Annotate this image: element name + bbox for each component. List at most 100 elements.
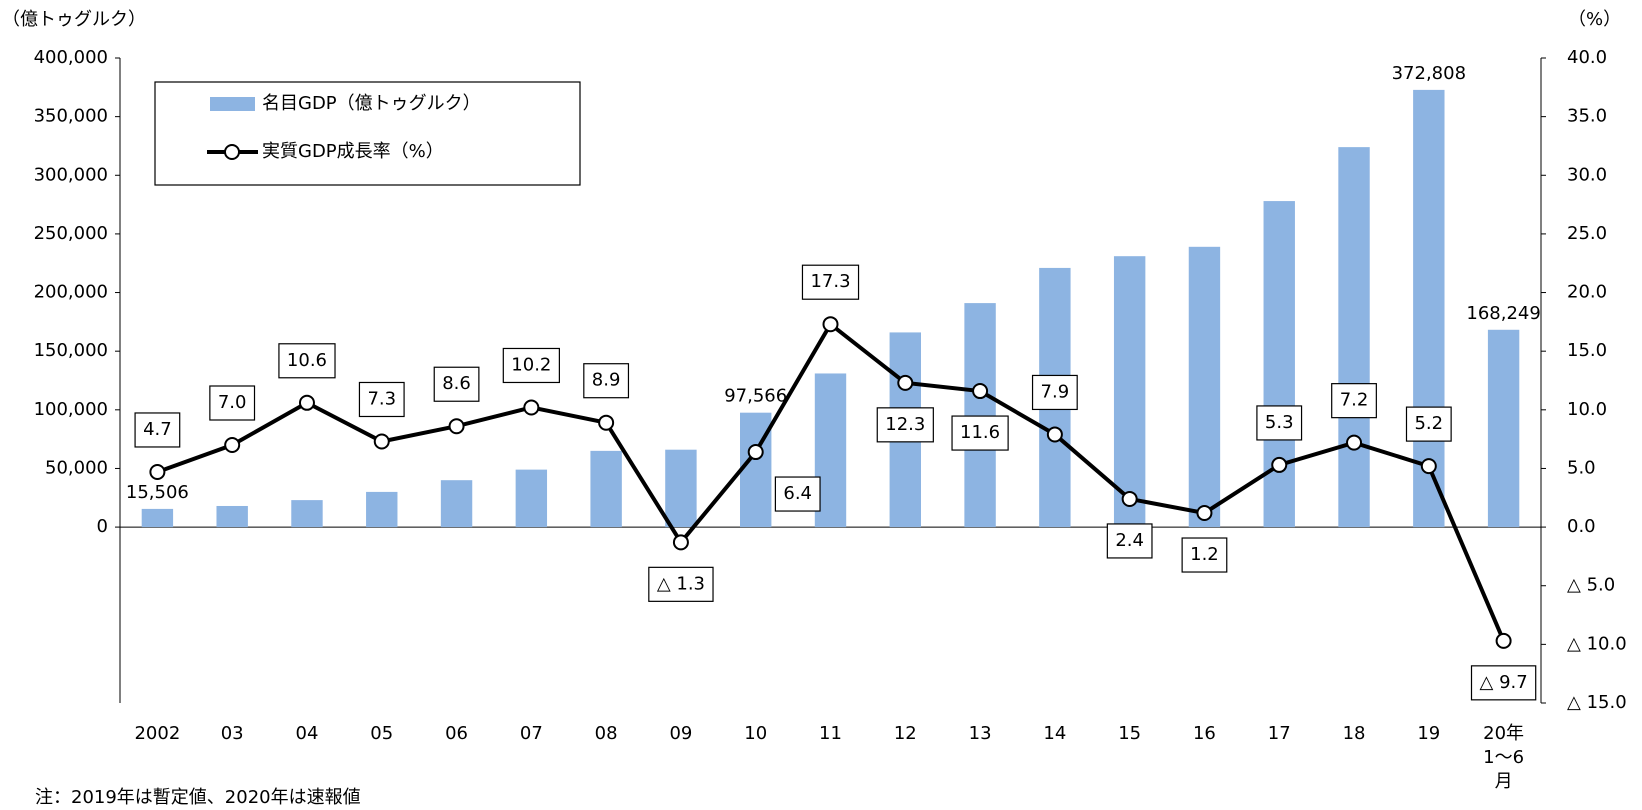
line-value-label: 10.6 [287, 350, 327, 371]
line-value-label: 11.6 [960, 422, 1000, 443]
y-tick-label: 0 [97, 516, 108, 537]
y2-tick-label: 40.0 [1567, 47, 1607, 68]
bar [366, 491, 398, 528]
line-value-label: 8.9 [592, 370, 621, 391]
y-tick-label: 350,000 [34, 106, 108, 127]
legend-label: 名目GDP（億トゥグルク） [262, 93, 481, 114]
line-marker [822, 316, 839, 333]
line-value-label: 7.9 [1041, 381, 1070, 402]
line-marker [972, 383, 989, 400]
x-tick-label: 12 [893, 723, 917, 744]
value-label-box [648, 566, 714, 602]
value-label-box [1470, 665, 1537, 701]
y2-tick-label: 0.0 [1567, 516, 1596, 537]
line-value-label: 7.0 [218, 392, 247, 413]
value-label-box [1405, 406, 1452, 442]
bar [515, 469, 548, 528]
line-value-label: 12.3 [885, 414, 925, 435]
value-label-box [278, 343, 336, 379]
x-tick-label: 14 [1043, 723, 1067, 744]
x-tick-label: 07 [519, 723, 543, 744]
value-label-box [502, 347, 560, 384]
y2-tick-label: △ 5.0 [1567, 575, 1615, 596]
line-marker [448, 418, 465, 435]
bar [141, 508, 174, 528]
line-marker [1271, 456, 1288, 473]
value-label-box [433, 366, 480, 402]
bar [291, 500, 323, 528]
y2-tick-label: 10.0 [1567, 399, 1607, 420]
x-tick-label: 15 [1118, 723, 1142, 744]
y2-tick-label: 5.0 [1567, 457, 1596, 478]
line-value-label: △ 1.3 [657, 573, 705, 594]
y2-tick-label: 30.0 [1567, 164, 1607, 185]
y-tick-label: 250,000 [34, 223, 108, 244]
line-value-label: 17.3 [810, 271, 850, 292]
bar [1188, 246, 1221, 528]
x-tick-label: 03 [220, 723, 244, 744]
value-label-box [774, 476, 821, 512]
line-marker [1046, 426, 1063, 443]
y2-tick-label: △ 15.0 [1567, 692, 1627, 713]
line-marker [1346, 434, 1363, 451]
x-tick-label: 06 [445, 723, 468, 744]
bar [440, 480, 473, 528]
y-tick-label: 50,000 [45, 457, 108, 478]
line-marker [672, 534, 689, 551]
bar [1487, 329, 1520, 528]
line-value-label: 10.2 [511, 354, 551, 375]
x-tick-label: 16 [1192, 723, 1216, 744]
y2-tick-label: 20.0 [1567, 282, 1607, 303]
bar [665, 449, 697, 528]
x-tick-label: 04 [295, 723, 319, 744]
bar [964, 303, 996, 528]
bar-value-label: 372,808 [1392, 63, 1466, 84]
x-tick-label: 08 [594, 723, 618, 744]
value-label-box [134, 412, 181, 448]
x-tick-label: 10 [744, 723, 768, 744]
line-value-label: △ 9.7 [1480, 672, 1528, 693]
bar-value-label: 168,249 [1466, 303, 1540, 324]
value-label-box [951, 415, 1009, 451]
legend-swatch [210, 97, 255, 111]
value-label-box [358, 381, 405, 418]
value-label-box [1106, 523, 1153, 559]
legend-label: 実質GDP成長率（%） [262, 141, 444, 162]
line-marker [373, 433, 390, 450]
y2-tick-label: △ 10.0 [1567, 633, 1627, 654]
line-marker [149, 463, 166, 480]
y2-tick-label: 35.0 [1567, 106, 1607, 127]
value-label-box [1031, 374, 1078, 411]
x-tick-label: 2002 [134, 723, 181, 744]
line-marker [298, 394, 315, 411]
line-marker [1420, 458, 1437, 475]
y-axis-label: （億トゥグルク） [2, 9, 146, 30]
bar-value-label: 15,506 [126, 482, 189, 503]
y-tick-label: 100,000 [34, 399, 108, 420]
y-tick-label: 200,000 [34, 282, 108, 303]
value-label-box [801, 264, 860, 300]
value-label-box [1256, 405, 1303, 441]
y2-tick-label: 25.0 [1567, 223, 1607, 244]
line-value-label: 1.2 [1190, 544, 1219, 565]
x-tick-label: 13 [968, 723, 992, 744]
line-marker [747, 444, 764, 461]
value-label-box [1331, 383, 1377, 419]
line-value-label: 6.4 [783, 483, 812, 504]
bar [1338, 147, 1370, 528]
y2-axis-label: （%） [1568, 9, 1621, 30]
value-label-box [583, 363, 630, 399]
y-tick-label: 150,000 [34, 340, 108, 361]
line-value-label: 5.2 [1414, 413, 1443, 434]
legend-marker [224, 144, 240, 160]
bar [1413, 89, 1445, 528]
bar [1263, 201, 1295, 528]
line-value-label: 7.3 [367, 388, 396, 409]
line-marker [598, 414, 615, 431]
bar [216, 505, 248, 528]
value-label-box [1181, 537, 1228, 573]
x-tick-label: 11 [819, 723, 842, 744]
x-tick-label: 20年1～6月 [1483, 723, 1525, 792]
